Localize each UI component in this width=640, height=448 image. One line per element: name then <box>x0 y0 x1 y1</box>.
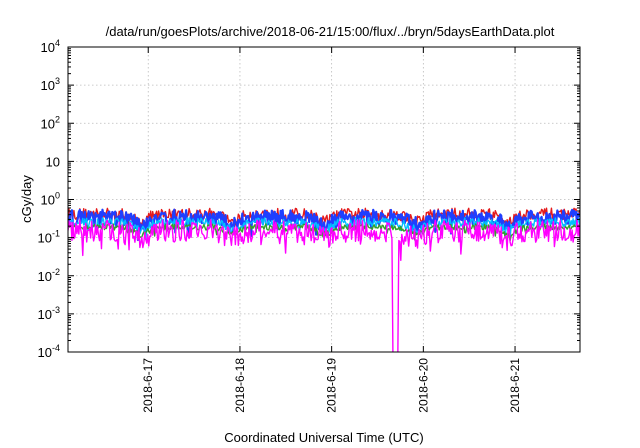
x-tick-label: 2018-6-17 <box>141 358 155 413</box>
y-axis-label: cGy/day <box>19 175 34 223</box>
y-tick-label: 102 <box>41 114 60 131</box>
grid <box>68 47 580 352</box>
x-axis-label: Coordinated Universal Time (UTC) <box>224 430 423 445</box>
y-tick-label: 10-4 <box>38 343 60 360</box>
x-tick-label: 2018-6-18 <box>233 358 247 413</box>
series-line <box>68 217 580 241</box>
y-tick-label: 10-1 <box>38 229 60 246</box>
y-tick-label: 10 <box>46 154 60 169</box>
y-tick-label: 103 <box>41 76 60 93</box>
y-tick-label: 100 <box>41 191 60 208</box>
y-axis: 10-4 10-3 10-2 10-1 100 10 102 103 104 <box>38 38 580 360</box>
x-tick-label: 2018-6-19 <box>325 358 339 413</box>
y-tick-label: 104 <box>41 38 60 55</box>
x-tick-label: 2018-6-20 <box>416 358 430 413</box>
series-line <box>68 207 580 230</box>
y-tick-label: 10-2 <box>38 267 60 284</box>
series-layer <box>68 207 580 352</box>
y-tick-label: 10-3 <box>38 305 60 322</box>
x-tick-label: 2018-6-21 <box>508 358 522 413</box>
series-line <box>68 219 580 352</box>
chart-title: /data/run/goesPlots/archive/2018-06-21/1… <box>106 24 555 39</box>
x-axis: 2018-6-17 2018-6-18 2018-6-19 2018-6-20 2018… <box>141 47 522 413</box>
